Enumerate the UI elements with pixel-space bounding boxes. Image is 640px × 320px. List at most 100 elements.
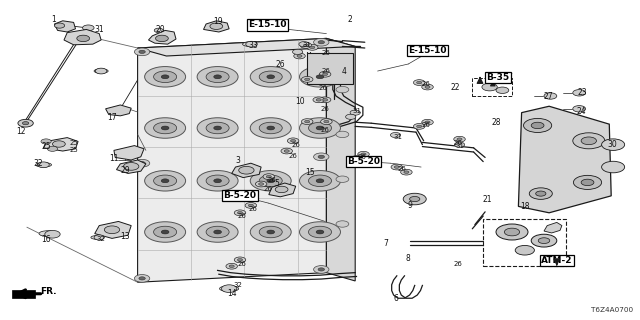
Circle shape [422,84,433,90]
Circle shape [336,221,349,227]
Circle shape [299,42,309,47]
Text: 6: 6 [393,294,398,303]
Circle shape [300,43,312,48]
Circle shape [318,155,324,158]
Circle shape [496,224,528,240]
Circle shape [250,118,291,138]
Circle shape [237,259,243,261]
Circle shape [323,73,328,76]
Circle shape [351,156,363,161]
Circle shape [94,235,104,240]
Polygon shape [518,106,611,213]
Circle shape [214,179,221,183]
Circle shape [314,153,329,161]
Circle shape [425,86,430,88]
Text: 26: 26 [453,261,462,267]
Circle shape [504,228,520,236]
Circle shape [197,118,238,138]
Text: 21: 21 [483,195,492,204]
Text: 26: 26 [322,50,331,56]
Circle shape [47,146,58,151]
Circle shape [161,126,169,130]
Circle shape [300,118,340,138]
Text: 26: 26 [357,155,366,160]
Circle shape [145,67,186,87]
Circle shape [145,118,186,138]
Bar [307,53,353,84]
Text: 26: 26 [268,177,276,183]
Circle shape [308,71,332,83]
Text: 26: 26 [322,68,331,74]
Circle shape [259,226,282,238]
Circle shape [573,106,586,112]
Circle shape [413,124,425,129]
Text: 26: 26 [237,261,246,267]
Circle shape [531,234,557,247]
Circle shape [154,71,177,83]
Text: 11: 11 [109,154,118,163]
Polygon shape [138,38,355,56]
Circle shape [307,44,318,50]
Circle shape [313,97,324,103]
Text: 13: 13 [120,232,131,241]
Circle shape [161,230,169,234]
Polygon shape [326,38,355,281]
Polygon shape [204,21,229,32]
Circle shape [267,230,275,234]
Circle shape [22,122,29,125]
Circle shape [300,222,340,242]
Circle shape [318,41,324,44]
Text: 27: 27 [543,92,554,101]
Text: ATM-2: ATM-2 [541,256,573,265]
Circle shape [161,75,169,79]
Circle shape [581,179,594,186]
Circle shape [573,90,586,96]
Circle shape [417,81,422,84]
Circle shape [259,183,264,185]
Circle shape [316,75,324,79]
Circle shape [52,141,65,147]
Polygon shape [138,38,326,282]
Circle shape [214,230,221,234]
Circle shape [314,38,329,46]
Text: 26: 26 [289,153,298,159]
Circle shape [303,44,308,47]
Circle shape [390,132,401,138]
Text: 26: 26 [453,140,462,146]
Circle shape [124,163,139,170]
Text: 12: 12 [16,127,25,136]
Circle shape [154,122,177,134]
Circle shape [401,169,412,175]
Text: 5: 5 [274,179,279,188]
Circle shape [275,186,288,193]
Text: 26: 26 [237,213,246,219]
Polygon shape [116,160,146,173]
Circle shape [581,137,596,145]
Text: 26: 26 [421,123,430,128]
Text: 22: 22 [451,83,460,92]
Text: 28: 28 [492,118,500,127]
Circle shape [314,266,329,273]
Circle shape [361,153,366,156]
Circle shape [267,126,275,130]
Circle shape [323,99,328,101]
Circle shape [206,122,229,134]
Text: 26: 26 [263,187,272,192]
Circle shape [422,119,433,125]
Circle shape [573,133,605,149]
Circle shape [319,97,331,103]
Circle shape [294,53,305,59]
Polygon shape [12,290,35,298]
Text: E-15-10: E-15-10 [248,20,287,29]
Text: 10: 10 [294,97,305,106]
Circle shape [292,49,303,54]
Circle shape [206,226,229,238]
Circle shape [319,71,331,77]
Text: 25: 25 [69,147,78,153]
Circle shape [145,171,186,191]
Circle shape [305,78,310,81]
Circle shape [410,196,420,202]
Circle shape [318,268,324,271]
Text: 32: 32 [234,283,243,288]
Circle shape [404,171,409,173]
